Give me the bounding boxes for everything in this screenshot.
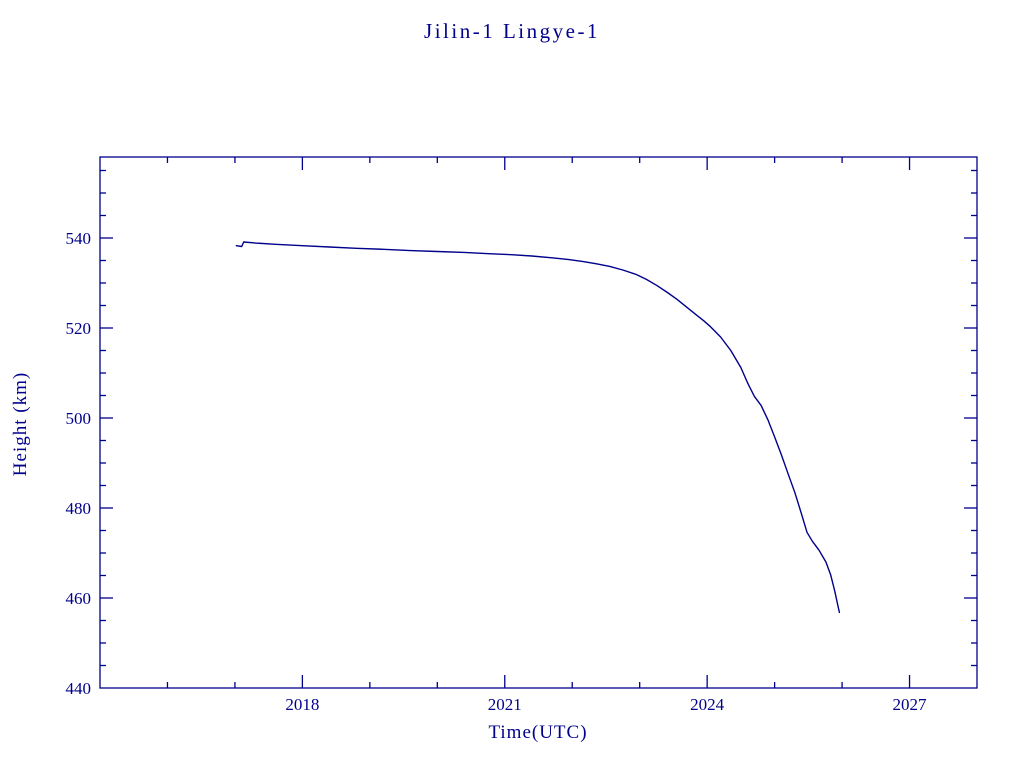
y-tick-label: 540 [66,229,92,248]
y-tick-label: 440 [66,679,92,698]
chart-title: Jilin-1 Lingye-1 [424,19,600,43]
x-tick-label: 2021 [488,695,522,714]
y-tick-label: 460 [66,589,92,608]
x-tick-label: 2027 [893,695,928,714]
y-tick-label: 480 [66,499,92,518]
y-tick-label: 520 [66,319,92,338]
y-tick-label: 500 [66,409,92,428]
x-axis-label: Time(UTC) [488,722,588,743]
x-tick-label: 2018 [285,695,319,714]
height-decay-curve [235,241,841,614]
x-tick-label: 2024 [690,695,725,714]
plot-border [99,156,978,689]
